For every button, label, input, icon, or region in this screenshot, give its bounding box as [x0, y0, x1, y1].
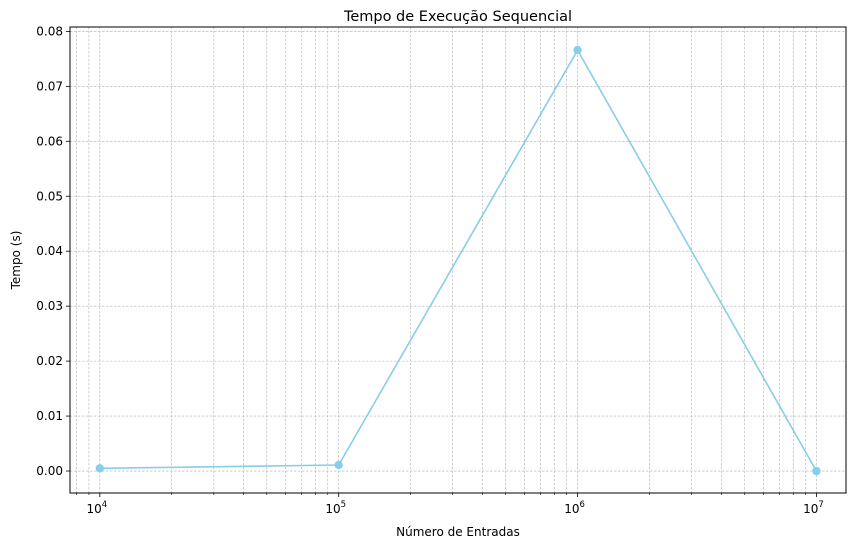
- series-layer: [95, 45, 821, 476]
- y-tick-label: 0.08: [36, 24, 63, 38]
- y-tick-label: 0.05: [36, 189, 63, 203]
- chart-title: Tempo de Execução Sequencial: [343, 9, 572, 25]
- data-point: [334, 460, 343, 470]
- data-point: [573, 45, 582, 55]
- y-tick-label: 0.01: [36, 409, 63, 423]
- axis-ticks: 0.00 0.01 0.02 0.03 0.04 0.05 0.06 0.07 0.08 104 1…: [36, 24, 823, 516]
- y-tick-label: 0.02: [36, 354, 63, 368]
- series-line: [99, 48, 818, 472]
- grid-lines: [70, 27, 846, 493]
- y-tick-label: 0.06: [36, 134, 63, 148]
- data-point: [95, 464, 105, 473]
- data-point: [812, 466, 821, 476]
- plot-frame: [69, 26, 847, 494]
- x-tick-label: 106: [564, 500, 585, 516]
- y-axis-label: Tempo (s): [9, 231, 23, 291]
- x-axis-label: Número de Entradas: [396, 525, 520, 539]
- x-tick-label: 104: [86, 500, 107, 516]
- y-tick-label: 0.07: [36, 79, 63, 93]
- y-tick-label: 0.03: [36, 299, 63, 313]
- y-tick-label: 0.00: [36, 464, 63, 478]
- x-tick-label: 105: [325, 500, 346, 516]
- y-tick-label: 0.04: [36, 244, 63, 258]
- x-tick-label: 107: [803, 500, 824, 516]
